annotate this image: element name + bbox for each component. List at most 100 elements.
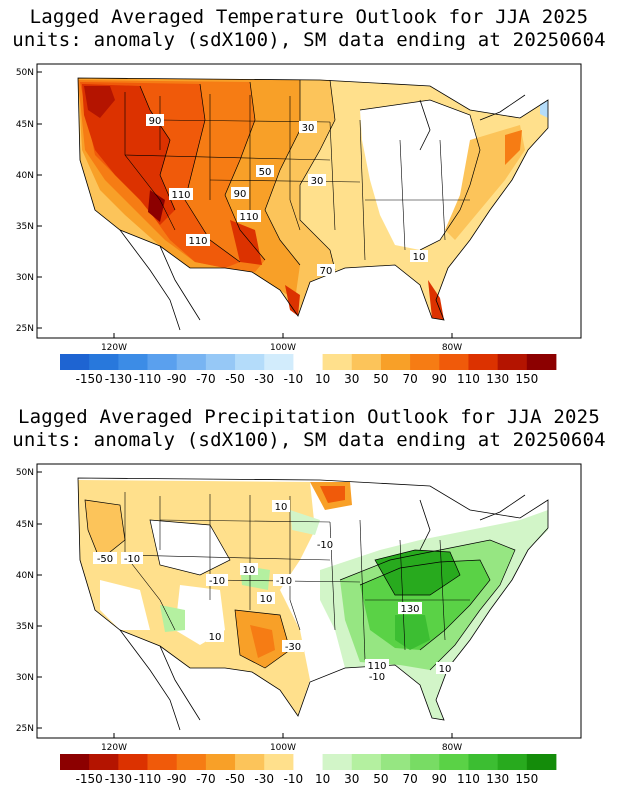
colorbar-label: 10: [315, 372, 330, 386]
temperature-title: Lagged Averaged Temperature Outlook for …: [29, 6, 589, 28]
colorbar-swatch: [439, 754, 469, 770]
contour-label: 110: [188, 236, 207, 247]
colorbar-label: -110: [134, 772, 161, 786]
precipitation-panel: Lagged Averaged Precipitation Outlook fo…: [0, 400, 618, 800]
temperature-map: 50N 45N 40N 35N 30N 25N 120W 100W 80W 90…: [16, 63, 582, 386]
contour-label: 10: [243, 565, 256, 576]
colorbar-swatch: [205, 354, 236, 370]
lon-label: 100W: [270, 343, 296, 353]
colorbar-label: -110: [134, 372, 161, 386]
lat-label: 30N: [16, 273, 34, 283]
precipitation-coastlines: [77, 477, 549, 731]
colorbar-label: -50: [225, 372, 245, 386]
contour-label: 10: [260, 594, 273, 605]
colorbar-label: -10: [284, 772, 304, 786]
precipitation-subtitle: units: anomaly (sdX100), SM data ending …: [12, 429, 606, 451]
contour-label: 10: [209, 632, 222, 643]
colorbar-swatch: [118, 754, 148, 770]
colorbar-swatch: [410, 354, 440, 370]
contour-label: -10: [124, 554, 140, 565]
colorbar-swatch: [526, 354, 557, 370]
lon-label: 80W: [442, 743, 462, 753]
contour-label: 110: [239, 212, 258, 223]
precipitation-anomaly-field: [78, 480, 548, 720]
colorbar-label: 30: [344, 372, 359, 386]
colorbar-label: -90: [167, 372, 187, 386]
precipitation-map: 50N 45N 40N 35N 30N 25N 120W 100W 80W 10…: [16, 463, 582, 786]
lat-label: 40N: [16, 171, 34, 181]
temperature-map-frame: [36, 63, 582, 339]
temperature-contour-labels: 90 30 50 30 110 90 110 110 70 10: [146, 114, 428, 277]
colorbar-swatch: [147, 754, 178, 770]
contour-label: -50: [97, 554, 113, 565]
contour-label: 10: [439, 664, 452, 675]
lat-label: 50N: [16, 468, 34, 478]
colorbar-swatch: [468, 754, 499, 770]
colorbar-label: -150: [76, 372, 103, 386]
colorbar-label: 30: [344, 772, 359, 786]
contour-label: 50: [259, 167, 272, 178]
colorbar-swatch: [410, 754, 440, 770]
colorbar-label: -130: [105, 372, 132, 386]
colorbar-label: -50: [225, 772, 245, 786]
colorbar-label: 70: [402, 372, 417, 386]
contour-label: 30: [311, 176, 324, 187]
colorbar-swatch: [497, 754, 528, 770]
contour-label: 110: [367, 661, 386, 672]
colorbar-label: 110: [457, 372, 480, 386]
colorbar-label: 150: [515, 772, 538, 786]
colorbar-swatch: [235, 354, 265, 370]
lon-label: 120W: [101, 343, 127, 353]
colorbar-swatch: [205, 754, 236, 770]
contour-label: -10: [369, 672, 385, 683]
lat-label: 45N: [16, 120, 34, 130]
colorbar-swatch: [293, 754, 323, 770]
colorbar-swatch: [264, 754, 294, 770]
colorbar-label: -150: [76, 772, 103, 786]
lon-label: 100W: [270, 743, 296, 753]
lat-label: 45N: [16, 520, 34, 530]
colorbar-swatch: [351, 354, 382, 370]
temperature-coastlines: [77, 77, 549, 331]
precipitation-contour-labels: 10 -10 -50 -10 10 -10 -10 10 10 -30 130 …: [93, 500, 454, 683]
contour-label: -30: [285, 642, 301, 653]
colorbar-swatch: [351, 754, 382, 770]
colorbar-label: -10: [284, 372, 304, 386]
colorbar-swatch: [235, 754, 265, 770]
colorbar-label: 70: [402, 772, 417, 786]
contour-label: 110: [171, 190, 190, 201]
contour-label: 10: [413, 252, 426, 263]
colorbar-swatch: [89, 354, 119, 370]
contour-label: -10: [209, 576, 225, 587]
lat-label: 40N: [16, 571, 34, 581]
contour-label: -10: [317, 540, 333, 551]
colorbar-label: -70: [196, 372, 216, 386]
colorbar-swatch: [60, 354, 90, 370]
colorbar-swatch: [439, 354, 469, 370]
colorbar-swatch: [468, 354, 499, 370]
colorbar-swatch: [176, 754, 207, 770]
colorbar-label: 150: [515, 372, 538, 386]
contour-label: 70: [320, 266, 333, 277]
lat-label: 30N: [16, 673, 34, 683]
colorbar-label: -130: [105, 772, 132, 786]
colorbar-label: -30: [254, 372, 274, 386]
colorbar-swatch: [497, 354, 528, 370]
colorbar-label: 110: [457, 772, 480, 786]
contour-label: 30: [302, 123, 315, 134]
colorbar-label: 130: [486, 372, 509, 386]
colorbar-swatch: [322, 354, 353, 370]
precipitation-lat-axis: 50N 45N 40N 35N 30N 25N: [16, 468, 42, 734]
colorbar-swatch: [176, 354, 207, 370]
colorbar-label: 130: [486, 772, 509, 786]
temperature-panel: Lagged Averaged Temperature Outlook for …: [12, 6, 606, 387]
precipitation-map-frame: [36, 463, 582, 739]
colorbar-label: -90: [167, 772, 187, 786]
colorbar-label: 50: [373, 772, 388, 786]
contour-label: -10: [276, 576, 292, 587]
temperature-subtitle: units: anomaly (sdX100), SM data ending …: [12, 29, 606, 51]
colorbar-swatch: [380, 354, 411, 370]
lon-label: 120W: [101, 743, 127, 753]
temperature-lat-axis: 50N 45N 40N 35N 30N 25N: [16, 68, 42, 334]
colorbar-swatch: [322, 754, 353, 770]
